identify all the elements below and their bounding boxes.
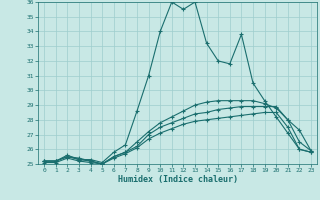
X-axis label: Humidex (Indice chaleur): Humidex (Indice chaleur) [118, 175, 238, 184]
